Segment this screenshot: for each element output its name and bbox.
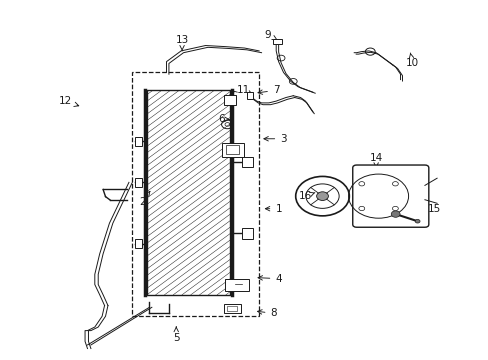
Bar <box>224 279 249 291</box>
Circle shape <box>316 192 328 201</box>
Bar <box>242 228 252 239</box>
Circle shape <box>414 220 419 223</box>
Text: 1: 1 <box>265 204 282 214</box>
Bar <box>132 72 259 316</box>
Bar <box>135 137 142 146</box>
Text: 10: 10 <box>406 53 418 68</box>
Text: 7: 7 <box>258 85 279 95</box>
Text: 5: 5 <box>173 327 179 343</box>
Circle shape <box>390 211 399 217</box>
Text: 2: 2 <box>139 192 150 207</box>
Bar <box>242 157 252 167</box>
Text: 15: 15 <box>422 204 440 215</box>
Circle shape <box>358 206 364 211</box>
Bar <box>272 40 281 44</box>
Text: 6: 6 <box>217 114 229 124</box>
Text: 8: 8 <box>257 309 277 318</box>
Circle shape <box>358 182 364 186</box>
Bar <box>227 306 237 311</box>
Text: 11: 11 <box>236 85 252 95</box>
Text: 3: 3 <box>264 134 286 144</box>
Circle shape <box>392 182 398 186</box>
Bar <box>224 95 236 105</box>
Circle shape <box>392 206 398 211</box>
Bar <box>135 178 142 186</box>
Text: 14: 14 <box>369 153 382 167</box>
Bar <box>147 90 229 295</box>
Bar <box>135 239 142 248</box>
Bar <box>246 93 252 99</box>
Text: 4: 4 <box>258 274 282 284</box>
Bar <box>226 145 238 154</box>
Text: 13: 13 <box>175 35 188 51</box>
Bar <box>221 143 243 157</box>
Text: 9: 9 <box>264 30 276 40</box>
Text: 16: 16 <box>298 191 314 201</box>
FancyBboxPatch shape <box>352 165 428 227</box>
Bar <box>223 305 241 314</box>
Text: 12: 12 <box>58 96 79 107</box>
